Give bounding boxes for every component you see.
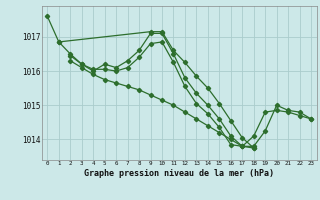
X-axis label: Graphe pression niveau de la mer (hPa): Graphe pression niveau de la mer (hPa) [84,169,274,178]
